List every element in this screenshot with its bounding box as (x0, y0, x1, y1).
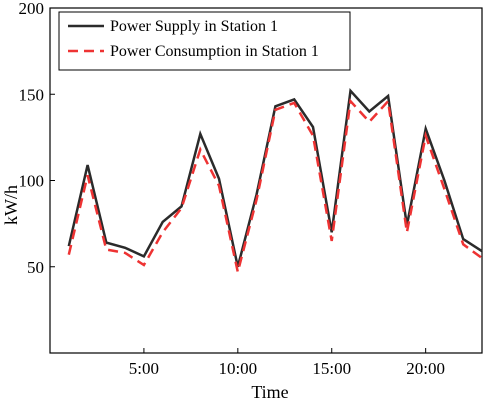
legend-label-supply: Power Supply in Station 1 (110, 18, 278, 35)
x-axis-label: Time (251, 382, 288, 402)
legend-label-consumption: Power Consumption in Station 1 (110, 43, 319, 60)
legend: Power Supply in Station 1 Power Consumpt… (58, 11, 351, 71)
series-line-1 (67, 98, 483, 273)
y-tick-label: 200 (19, 0, 45, 18)
y-axis-ticks: 50 100 150 200 (19, 0, 55, 277)
x-tick-label: 15:00 (312, 359, 351, 378)
x-tick-label: 5:00 (129, 359, 159, 378)
y-tick-label: 100 (19, 172, 45, 191)
y-tick-label: 50 (27, 258, 44, 277)
x-tick-label: 20:00 (406, 359, 445, 378)
y-axis-label: kW/h (1, 185, 21, 225)
series-layer (67, 87, 483, 273)
x-tick-label: 10:00 (218, 359, 257, 378)
x-axis-ticks: 5:00 10:00 15:00 20:00 (129, 348, 445, 378)
series-line-0 (67, 87, 483, 268)
legend-box (58, 11, 351, 71)
y-tick-label: 150 (19, 85, 45, 104)
